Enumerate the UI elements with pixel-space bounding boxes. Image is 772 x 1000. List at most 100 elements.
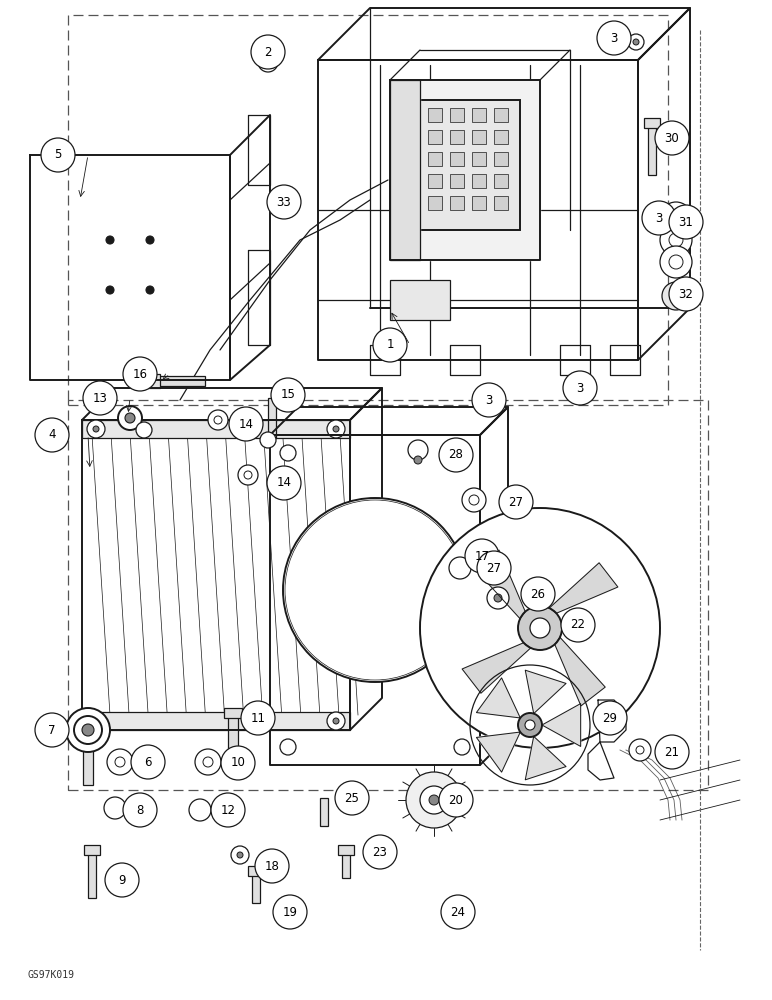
Polygon shape (555, 637, 605, 706)
Polygon shape (525, 670, 566, 714)
Text: 14: 14 (239, 418, 253, 430)
Bar (494, 130, 508, 144)
Circle shape (106, 236, 114, 244)
Circle shape (146, 286, 154, 294)
Text: 29: 29 (602, 712, 618, 724)
Text: 25: 25 (344, 792, 360, 804)
Circle shape (655, 735, 689, 769)
Circle shape (136, 422, 152, 438)
Circle shape (203, 757, 213, 767)
Circle shape (264, 58, 272, 66)
Circle shape (487, 587, 509, 609)
Circle shape (420, 508, 660, 748)
Text: 27: 27 (486, 562, 502, 574)
Circle shape (271, 378, 305, 412)
Bar (428, 174, 442, 188)
Bar (84, 845, 100, 855)
Circle shape (327, 420, 345, 438)
Circle shape (629, 739, 651, 761)
Text: 16: 16 (133, 367, 147, 380)
Circle shape (146, 236, 154, 244)
Text: 15: 15 (280, 388, 296, 401)
Text: 4: 4 (48, 428, 56, 442)
Circle shape (518, 606, 562, 650)
Circle shape (563, 371, 597, 405)
Text: 28: 28 (449, 448, 463, 462)
Text: 13: 13 (93, 391, 107, 404)
Circle shape (297, 512, 453, 668)
Bar (88, 848, 96, 898)
Text: 30: 30 (665, 131, 679, 144)
Circle shape (82, 724, 94, 736)
Bar (428, 130, 442, 144)
Text: 3: 3 (611, 31, 618, 44)
Text: 1: 1 (386, 338, 394, 352)
Circle shape (107, 749, 133, 775)
Circle shape (530, 618, 550, 638)
Bar (228, 710, 238, 762)
Circle shape (125, 413, 135, 423)
Circle shape (283, 498, 467, 682)
Text: 20: 20 (449, 794, 463, 806)
Bar (224, 708, 242, 718)
Bar (472, 130, 486, 144)
Circle shape (628, 34, 644, 50)
Bar (450, 152, 464, 166)
Circle shape (521, 577, 555, 611)
Circle shape (465, 539, 499, 573)
Circle shape (669, 205, 703, 239)
Circle shape (66, 708, 110, 752)
Bar (450, 196, 464, 210)
Circle shape (118, 406, 142, 430)
Circle shape (439, 783, 473, 817)
Circle shape (439, 438, 473, 472)
Polygon shape (542, 704, 581, 746)
Circle shape (642, 201, 676, 235)
Text: 27: 27 (509, 495, 523, 508)
Circle shape (93, 718, 99, 724)
Text: 10: 10 (231, 756, 245, 770)
Bar (494, 108, 508, 122)
Bar (68, 15, 668, 405)
Polygon shape (476, 678, 520, 718)
Text: 31: 31 (679, 216, 693, 229)
Bar (494, 196, 508, 210)
Circle shape (660, 246, 692, 278)
Bar (494, 152, 508, 166)
Circle shape (593, 701, 627, 735)
Circle shape (41, 138, 75, 172)
Circle shape (420, 786, 448, 814)
Circle shape (333, 718, 339, 724)
Circle shape (472, 383, 506, 417)
Text: 21: 21 (665, 746, 679, 758)
Circle shape (123, 357, 157, 391)
Circle shape (115, 757, 125, 767)
Polygon shape (525, 736, 566, 780)
Bar (320, 798, 328, 826)
Circle shape (449, 557, 471, 579)
Text: 3: 3 (486, 393, 493, 406)
Circle shape (561, 608, 595, 642)
Bar (648, 120, 656, 175)
Text: 18: 18 (265, 859, 279, 872)
Circle shape (335, 781, 369, 815)
Bar (248, 866, 264, 876)
Circle shape (660, 224, 692, 256)
Circle shape (434, 522, 646, 734)
Bar (450, 130, 464, 144)
Bar (68, 400, 708, 790)
Circle shape (454, 739, 470, 755)
Bar (472, 174, 486, 188)
Bar (83, 740, 93, 785)
Bar (420, 100, 520, 230)
Circle shape (525, 720, 535, 730)
Circle shape (462, 488, 486, 512)
Text: 9: 9 (118, 874, 126, 886)
Circle shape (303, 518, 447, 662)
Circle shape (636, 746, 644, 754)
Circle shape (211, 793, 245, 827)
Circle shape (214, 416, 222, 424)
Circle shape (669, 211, 683, 225)
Text: 32: 32 (679, 288, 693, 300)
Circle shape (499, 485, 533, 519)
